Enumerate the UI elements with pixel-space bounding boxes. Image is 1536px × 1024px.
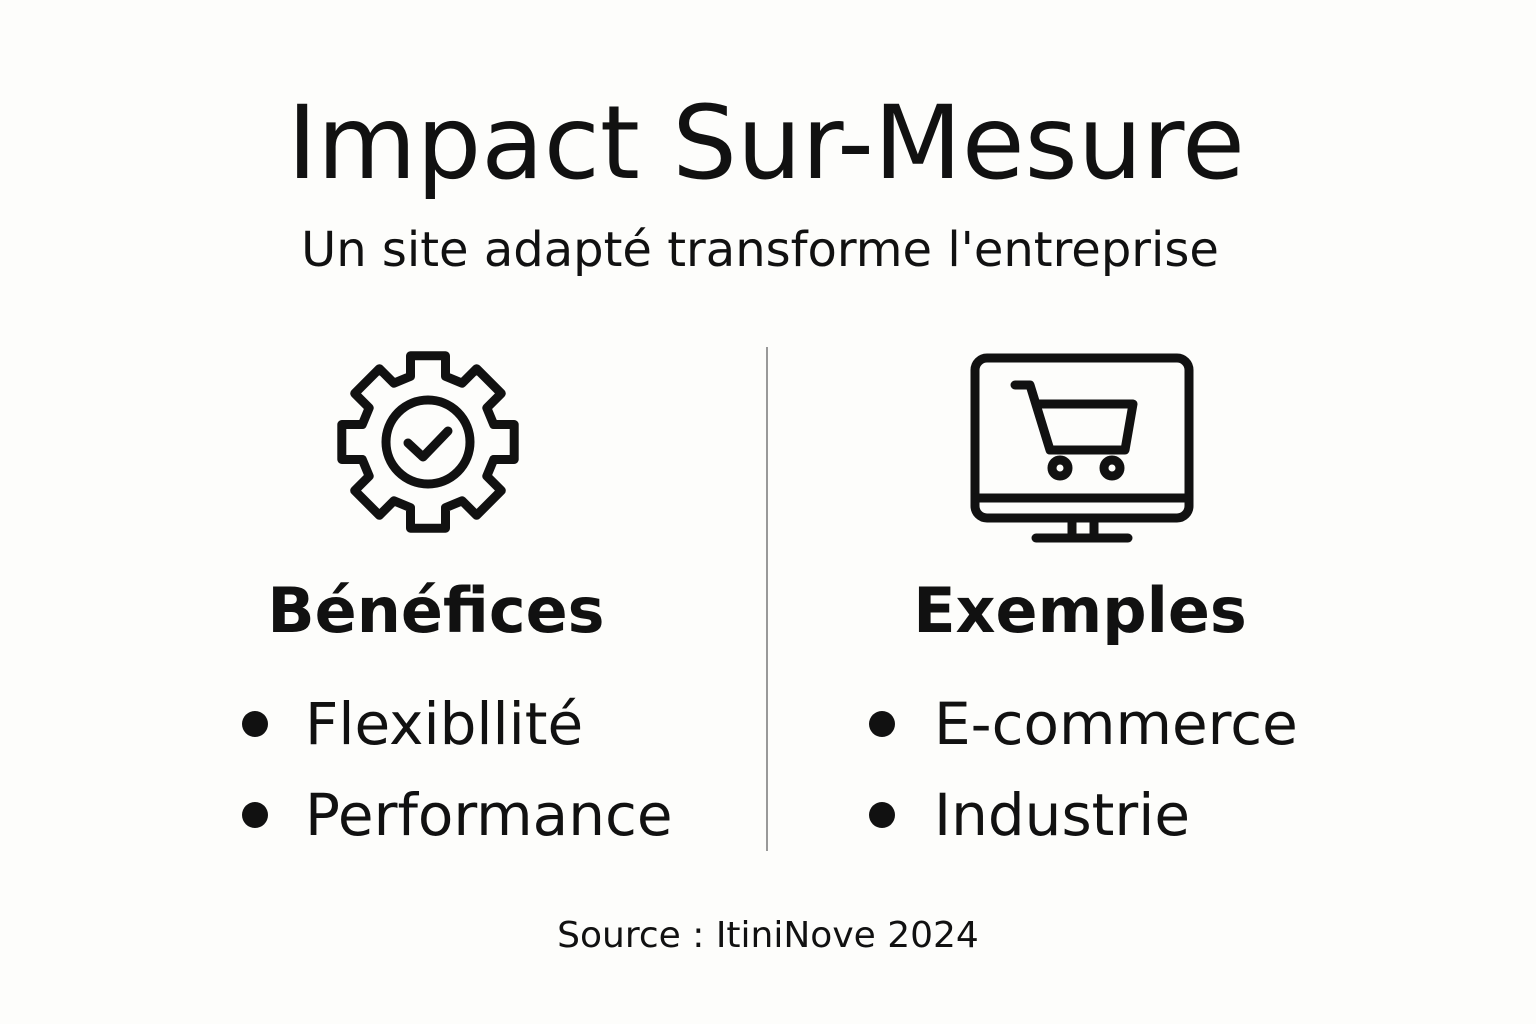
check-mark xyxy=(403,426,453,462)
column-heading: Exemples xyxy=(913,574,1247,647)
bullet-dot xyxy=(869,711,895,737)
cart-wheel xyxy=(1099,455,1125,481)
list-item: Flexibllité xyxy=(305,690,583,758)
list-item: Industrie xyxy=(934,781,1190,849)
monitor-frame xyxy=(970,353,1194,523)
list-item: Performance xyxy=(305,781,673,849)
gear-outline xyxy=(337,351,519,533)
cart-body xyxy=(1010,380,1138,455)
bullet-dot xyxy=(242,711,268,737)
subtitle: Un site adapté transforme l'entreprise xyxy=(301,222,1219,278)
gear-inner-circle xyxy=(381,395,475,489)
column-heading: Bénéfices xyxy=(267,574,604,647)
source-note: Source : ItiniNove 2024 xyxy=(557,915,979,956)
list-item: E-commerce xyxy=(934,690,1298,758)
gear-icon xyxy=(337,351,519,533)
cart-wheel xyxy=(1047,455,1073,481)
shop-monitor-icon xyxy=(970,353,1194,543)
bullet-dot xyxy=(242,802,268,828)
title: Impact Sur-Mesure xyxy=(287,84,1245,203)
bullet-dot xyxy=(869,802,895,828)
